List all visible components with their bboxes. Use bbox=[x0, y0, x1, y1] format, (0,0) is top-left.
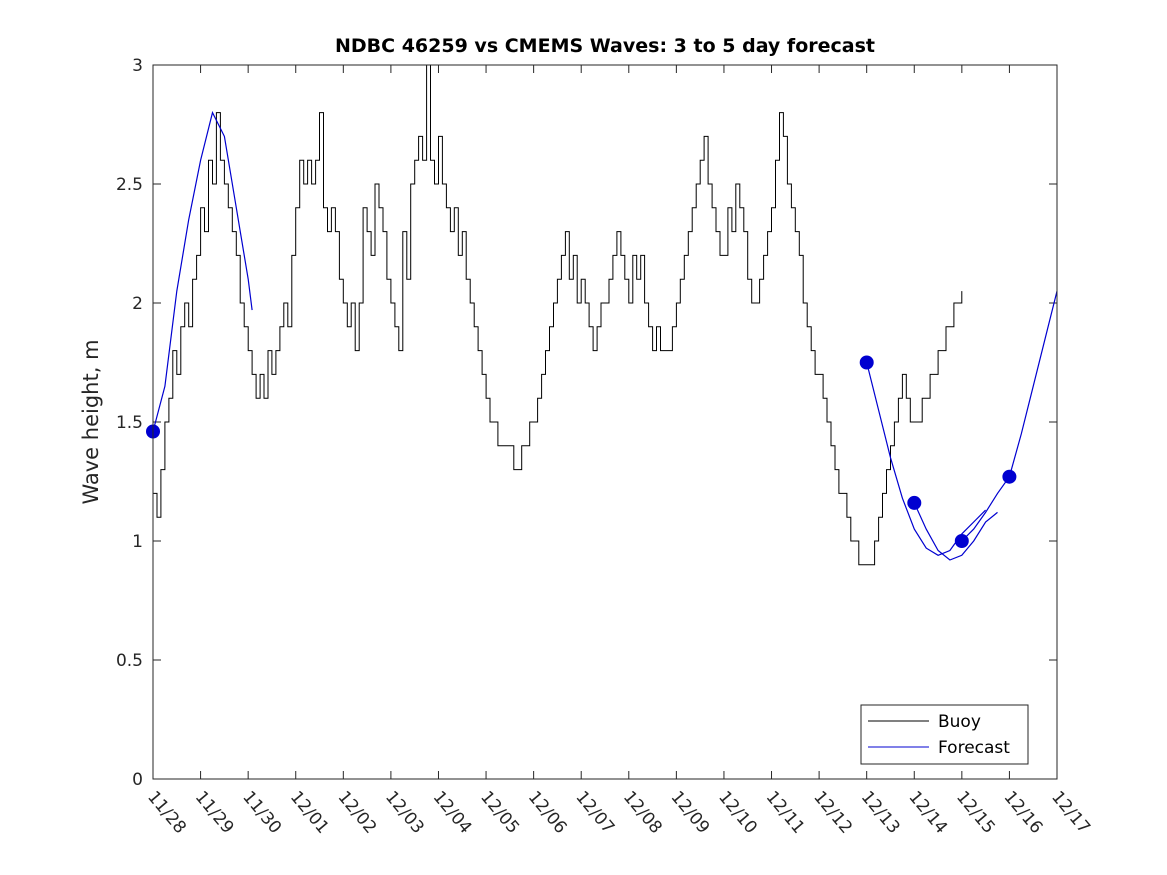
legend-box bbox=[860, 704, 1029, 765]
legend-label-forecast: Forecast bbox=[938, 738, 1010, 758]
y-tick-label: 2.5 bbox=[116, 175, 143, 195]
forecast-marker bbox=[954, 534, 969, 548]
series-line-buoy bbox=[153, 64, 963, 566]
series-line-forecast bbox=[913, 502, 998, 561]
y-tick-label: 1 bbox=[132, 532, 143, 552]
y-tick-label: 3 bbox=[132, 56, 143, 76]
forecast-marker bbox=[1002, 469, 1017, 484]
y-axis-label: Wave height, m bbox=[79, 339, 103, 504]
series-line-forecast bbox=[152, 110, 253, 432]
y-tick-label: 1.5 bbox=[116, 413, 143, 433]
axes-box bbox=[152, 64, 1058, 780]
y-axis: 0 0.5 1 1.5 2 2.5 3 bbox=[116, 56, 1057, 790]
legend-label-buoy: Buoy bbox=[938, 712, 981, 732]
y-tick-label: 2 bbox=[132, 294, 143, 314]
forecast-marker bbox=[859, 355, 874, 370]
chart-title: NDBC 46259 vs CMEMS Waves: 3 to 5 day fo… bbox=[335, 35, 875, 57]
legend: Buoy Forecast bbox=[860, 704, 1029, 765]
y-tick-label: 0 bbox=[132, 770, 143, 790]
series-line-forecast bbox=[866, 362, 987, 556]
y-tick-label: 0.5 bbox=[116, 651, 143, 671]
forecast-marker bbox=[907, 495, 922, 510]
